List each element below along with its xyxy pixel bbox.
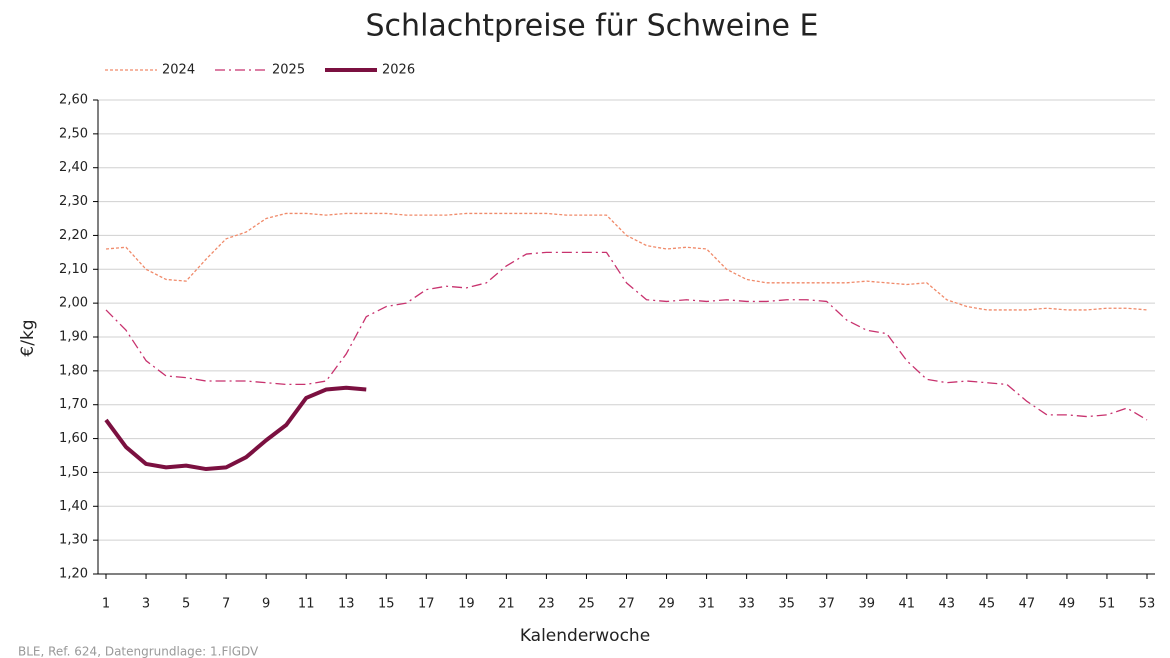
x-tick-label: 43 [939,597,956,612]
y-tick-label: 1,40 [59,499,88,514]
y-tick-label: 2,20 [59,228,88,243]
y-tick-label: 2,50 [59,126,88,141]
x-tick-label: 19 [458,597,475,612]
legend-label: 2025 [272,63,305,78]
y-tick-label: 1,70 [59,397,88,412]
y-tick-label: 1,20 [59,567,88,582]
x-tick-label: 45 [979,597,996,612]
chart-title: Schlachtpreise für Schweine E [366,9,819,44]
y-tick-label: 2,00 [59,296,88,311]
x-tick-label: 53 [1139,597,1156,612]
x-tick-label: 29 [658,597,675,612]
x-tick-label: 31 [698,597,715,612]
y-tick-label: 1,30 [59,533,88,548]
x-tick-label: 41 [898,597,915,612]
x-tick-label: 35 [778,597,795,612]
x-tick-label: 11 [298,597,315,612]
y-tick-label: 2,30 [59,194,88,209]
x-tick-label: 7 [222,597,230,612]
x-tick-label: 37 [818,597,835,612]
y-tick-label: 2,60 [59,93,88,108]
x-tick-label: 27 [618,597,635,612]
x-tick-label: 1 [102,597,110,612]
x-tick-label: 23 [538,597,555,612]
y-tick-label: 2,40 [59,160,88,175]
series-line [105,212,1148,311]
x-tick-label: 5 [182,597,190,612]
y-tick-label: 1,50 [59,465,88,480]
legend-label: 2026 [382,63,415,78]
x-tick-label: 13 [338,597,355,612]
y-axis-title: €/kg [18,319,38,356]
x-tick-label: 33 [738,597,755,612]
series-line [104,385,367,472]
y-tick-label: 1,80 [59,363,88,378]
x-tick-label: 49 [1059,597,1076,612]
source-note: BLE, Ref. 624, Datengrundlage: 1.FlGDV [18,645,259,658]
x-tick-label: 9 [262,597,270,612]
x-tick-label: 47 [1019,597,1036,612]
series-line [105,251,1148,421]
x-tick-label: 39 [858,597,875,612]
y-tick-label: 1,60 [59,431,88,446]
y-tick-label: 1,90 [59,330,88,345]
x-tick-label: 51 [1099,597,1116,612]
x-tick-label: 3 [142,597,150,612]
legend-label: 2024 [162,63,195,78]
x-axis-title: Kalenderwoche [520,626,650,646]
x-tick-label: 17 [418,597,435,612]
x-tick-label: 15 [378,597,395,612]
x-tick-label: 21 [498,597,515,612]
x-tick-label: 25 [578,597,595,612]
y-tick-label: 2,10 [59,262,88,277]
